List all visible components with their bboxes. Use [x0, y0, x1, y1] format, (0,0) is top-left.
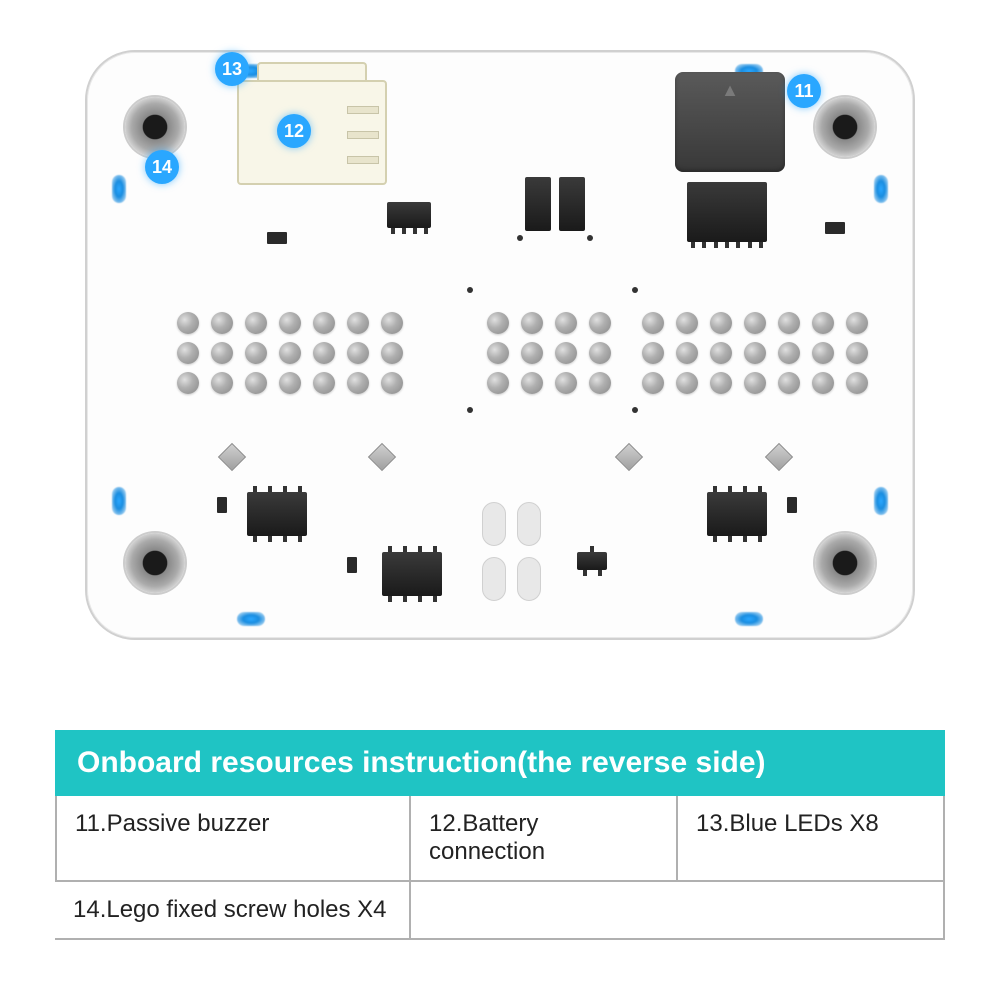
led-icon [237, 612, 265, 626]
solder-pad-grid [642, 312, 868, 394]
solder-pad-grid [487, 312, 611, 394]
legend-empty-cell [411, 882, 945, 940]
pad [632, 407, 638, 413]
legend-item-13: 13.Blue LEDs X8 [678, 796, 945, 882]
solder-pad-grid [177, 312, 403, 394]
square-pad [765, 443, 793, 471]
ic-chip-icon [707, 492, 767, 536]
led-icon [112, 487, 126, 515]
legend-item-12: 12.Battery connection [411, 796, 678, 882]
led-icon [874, 487, 888, 515]
square-pad [218, 443, 246, 471]
legend-item-14: 14.Lego fixed screw holes X4 [55, 882, 411, 940]
pad [632, 287, 638, 293]
pad [467, 287, 473, 293]
led-icon [735, 612, 763, 626]
square-pad [615, 443, 643, 471]
legend-title: Onboard resources instruction(the revers… [55, 730, 945, 796]
legend-item-11: 11.Passive buzzer [55, 796, 411, 882]
smd-component [217, 497, 227, 513]
screw-hole-icon [125, 97, 185, 157]
smd-component [577, 552, 607, 570]
pcb-board: 11 12 13 14 [85, 50, 915, 640]
legend-body: 11.Passive buzzer 12.Battery connection … [55, 796, 945, 940]
smd-component [267, 232, 287, 244]
screw-hole-icon [125, 533, 185, 593]
pcb-diagram: 11 12 13 14 [85, 50, 915, 640]
oval-pad [482, 502, 506, 546]
oval-pad [517, 557, 541, 601]
capacitor-icon [525, 177, 551, 231]
legend-table: Onboard resources instruction(the revers… [55, 730, 945, 940]
ic-chip-icon [382, 552, 442, 596]
callout-13: 13 [215, 52, 249, 86]
capacitor-icon [559, 177, 585, 231]
square-pad [368, 443, 396, 471]
ic-chip-icon [687, 182, 767, 242]
smd-component [347, 557, 357, 573]
pad [587, 235, 593, 241]
led-icon [112, 175, 126, 203]
screw-hole-icon [815, 97, 875, 157]
connector-pins [347, 97, 397, 172]
led-icon [874, 175, 888, 203]
callout-14: 14 [145, 150, 179, 184]
callout-11: 11 [787, 74, 821, 108]
smd-component [825, 222, 845, 234]
ic-chip-icon [247, 492, 307, 536]
pad [467, 407, 473, 413]
screw-hole-icon [815, 533, 875, 593]
oval-pad [517, 502, 541, 546]
callout-12: 12 [277, 114, 311, 148]
ic-chip-icon [387, 202, 431, 228]
buzzer-icon [675, 72, 785, 172]
smd-component [787, 497, 797, 513]
pad [517, 235, 523, 241]
oval-pad [482, 557, 506, 601]
